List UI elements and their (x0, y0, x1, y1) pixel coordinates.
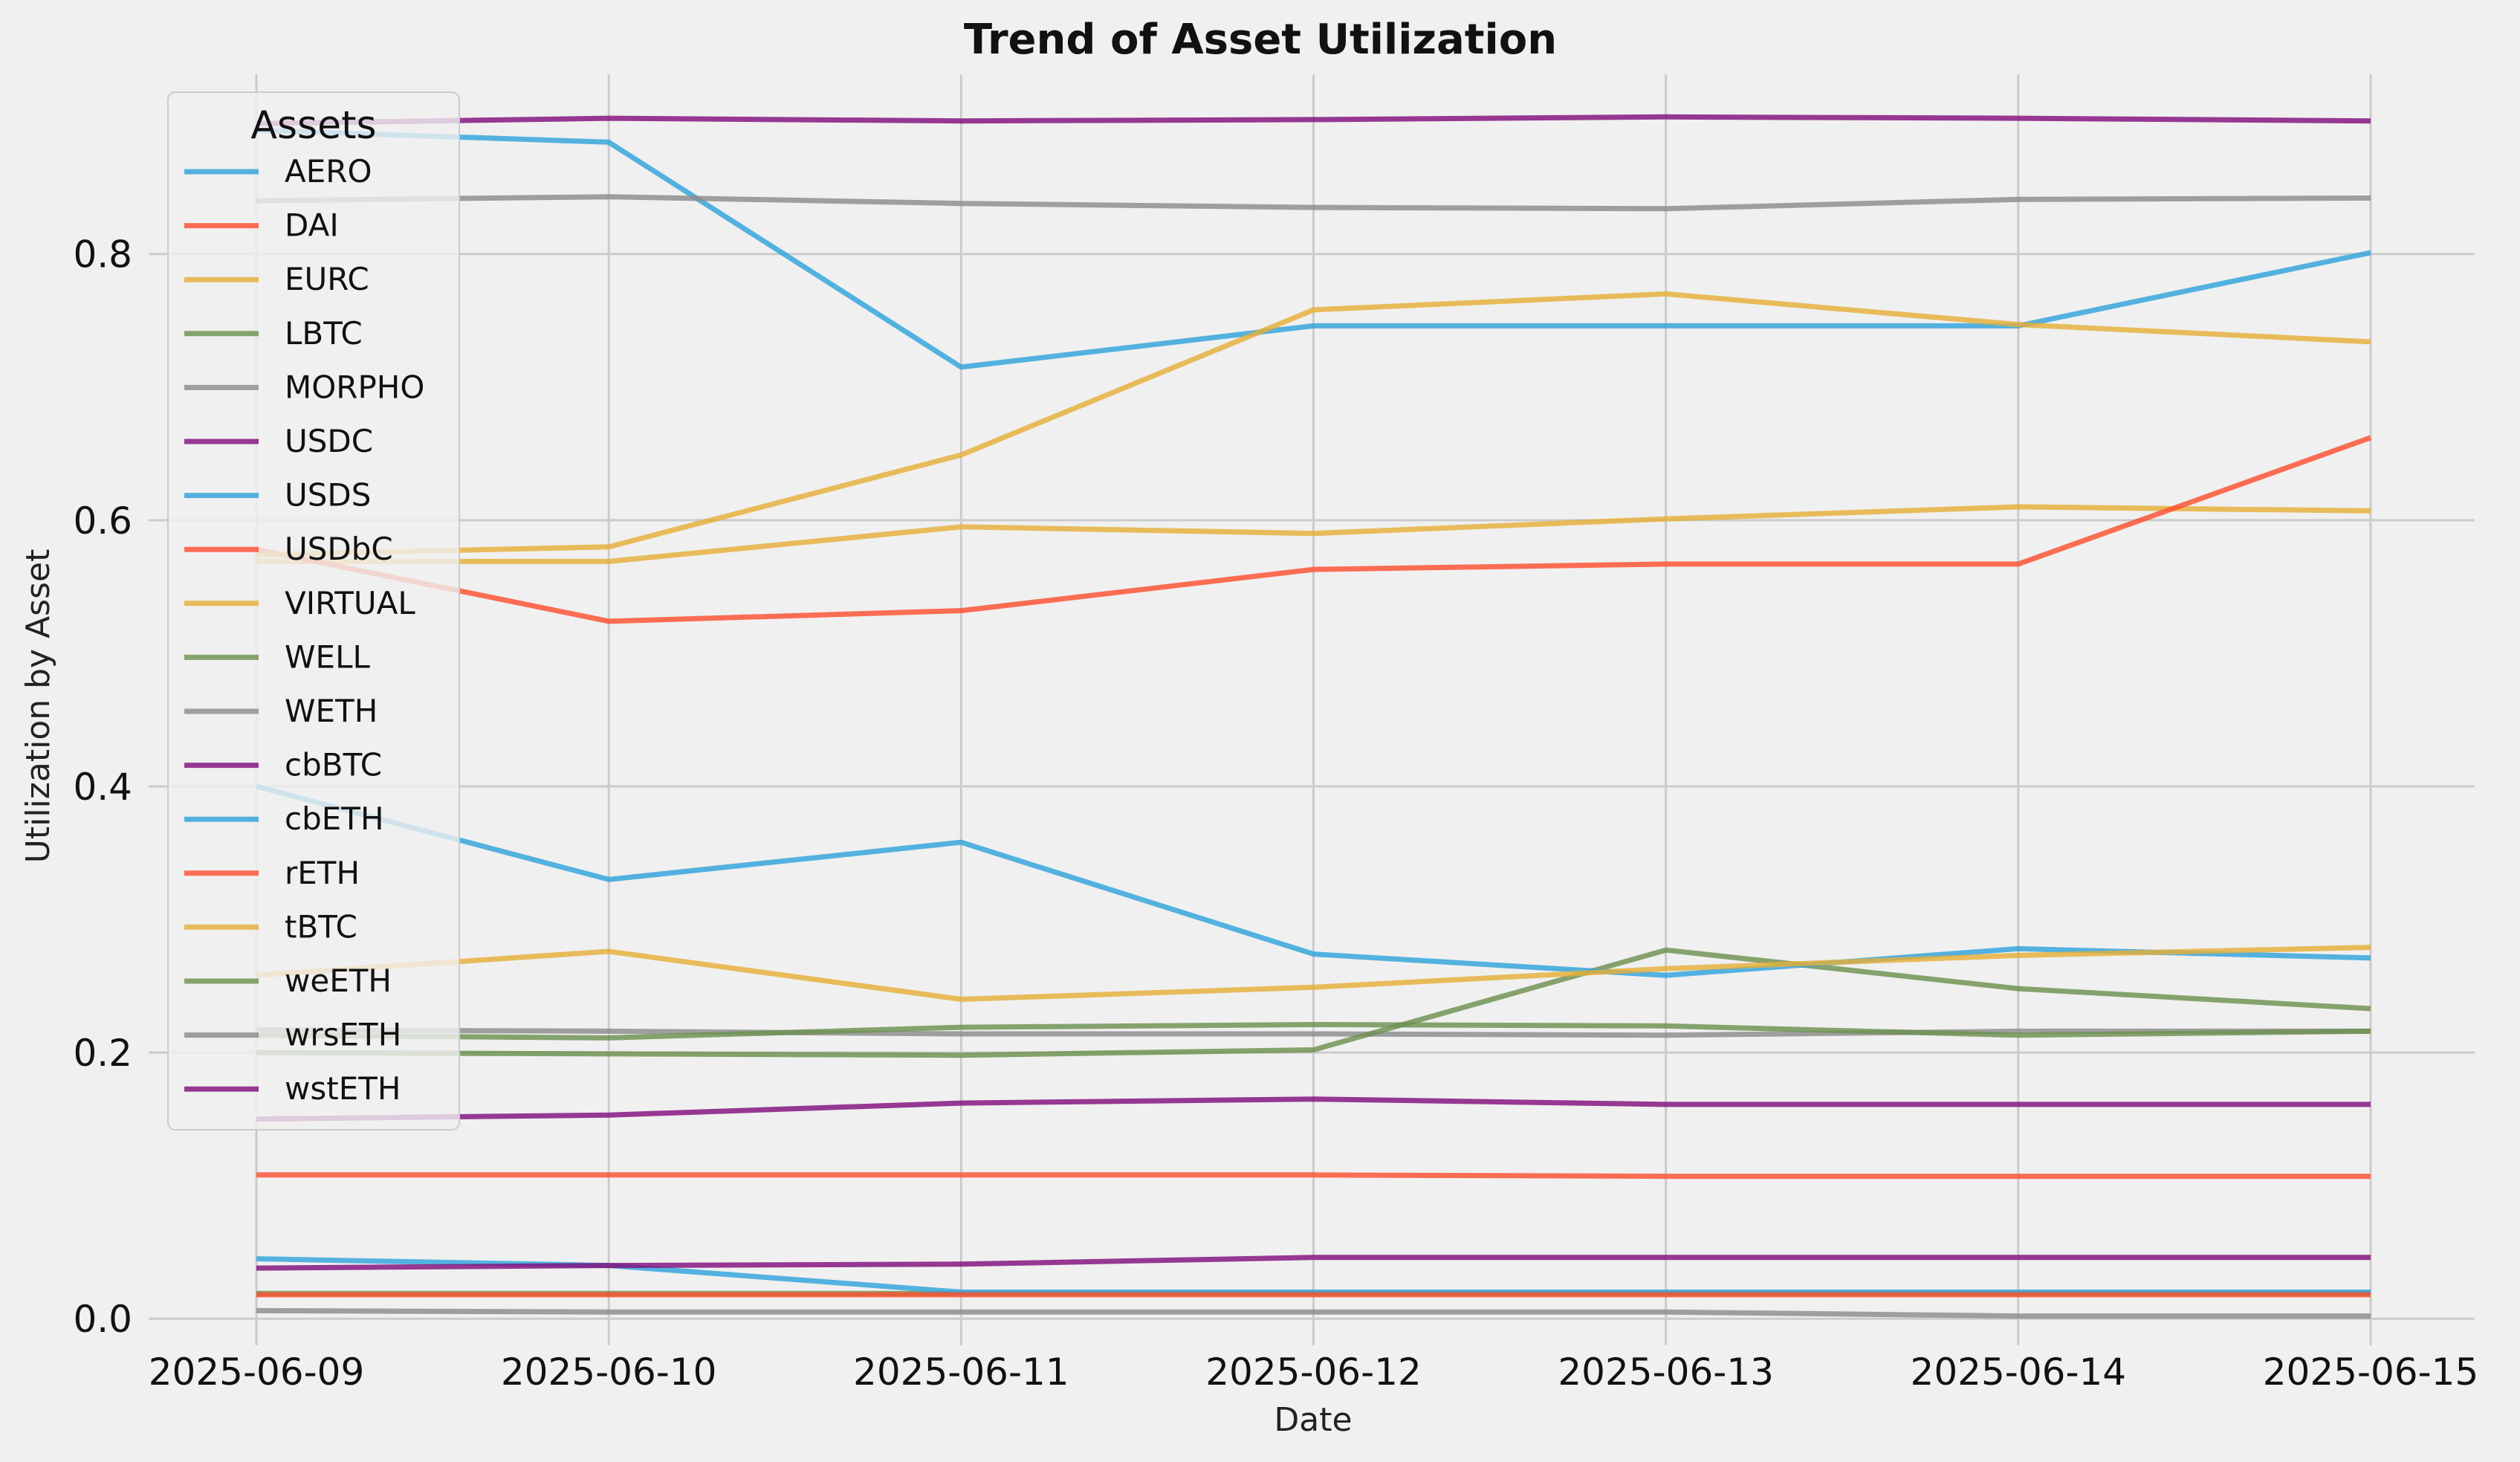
series-line-wrseth (256, 194, 2371, 212)
x-tick-label: 2025-06-11 (853, 1351, 1069, 1394)
legend: Assets AERO DAI EURC LBTC MORPHO USDC USDS USDb… (167, 91, 460, 1131)
legend-label-aero: AERO (285, 153, 372, 190)
x-tick-label: 2025-06-12 (1205, 1351, 1422, 1394)
legend-label-lbtc: LBTC (285, 315, 363, 352)
x-axis-ticks: 2025-06-09 2025-06-10 2025-06-11 2025-06-12… (149, 1351, 2479, 1394)
y-tick-label: 0.4 (73, 766, 132, 809)
x-tick-label: 2025-06-13 (1558, 1351, 1774, 1394)
legend-label-wrseth: wrsETH (285, 1017, 401, 1053)
series-line-usdc (256, 114, 2371, 126)
series-line-cbeth (256, 783, 2371, 978)
series-line-weth (256, 1307, 2371, 1319)
legend-label-cbbtc: cbBTC (285, 747, 382, 783)
legend-items: AERO DAI EURC LBTC MORPHO USDC USDS USDbC VIRTUA… (184, 153, 424, 1107)
series-line-cbbtc (256, 1255, 2371, 1271)
legend-label-tbtc: tBTC (285, 908, 357, 945)
legend-label-usdc: USDC (285, 423, 373, 459)
series-line-dai (256, 1172, 2371, 1180)
x-tick-label: 2025-06-15 (2263, 1351, 2479, 1394)
legend-label-weth: WETH (285, 693, 378, 729)
x-axis-label: Date (1274, 1401, 1352, 1439)
legend-label-weeth: weETH (285, 963, 392, 999)
x-tick-label: 2025-06-14 (1911, 1351, 2127, 1394)
series-line-morpho (256, 1027, 2371, 1038)
legend-label-eurc: EURC (285, 261, 369, 297)
series-lines (256, 114, 2372, 1319)
legend-label-virtual: VIRTUAL (285, 585, 415, 621)
series-line-eurc (256, 504, 2371, 564)
x-tick-label: 2025-06-09 (149, 1351, 365, 1394)
series-line-usdbc (256, 435, 2372, 624)
chart-title: Trend of Asset Utilization (964, 16, 1557, 64)
series-line-virtual (256, 291, 2371, 557)
legend-label-reth: rETH (285, 855, 360, 891)
series-line-well (256, 947, 2371, 1058)
series-line-weeth (256, 1022, 2371, 1041)
legend-label-cbeth: cbETH (285, 800, 384, 837)
y-tick-label: 0.2 (73, 1032, 132, 1075)
legend-label-dai: DAI (285, 207, 339, 244)
legend-label-usdbc: USDbC (285, 531, 393, 567)
legend-box (167, 91, 460, 1131)
y-axis-label: Utilization by Asset (19, 549, 57, 864)
y-tick-label: 0.6 (73, 499, 132, 543)
series-line-tbtc (256, 945, 2371, 1002)
legend-label-usds: USDS (285, 477, 371, 514)
y-tick-label: 0.8 (73, 233, 132, 276)
legend-label-well: WELL (285, 638, 370, 675)
legend-title: Assets (250, 103, 376, 148)
y-tick-label: 0.0 (73, 1298, 132, 1341)
legend-label-morpho: MORPHO (285, 369, 424, 405)
y-axis-ticks: 0.0 0.2 0.4 0.6 0.8 (73, 233, 132, 1341)
legend-label-wsteth: wstETH (285, 1070, 401, 1107)
series-line-wsteth (256, 1096, 2371, 1122)
x-tick-label: 2025-06-10 (501, 1351, 717, 1394)
